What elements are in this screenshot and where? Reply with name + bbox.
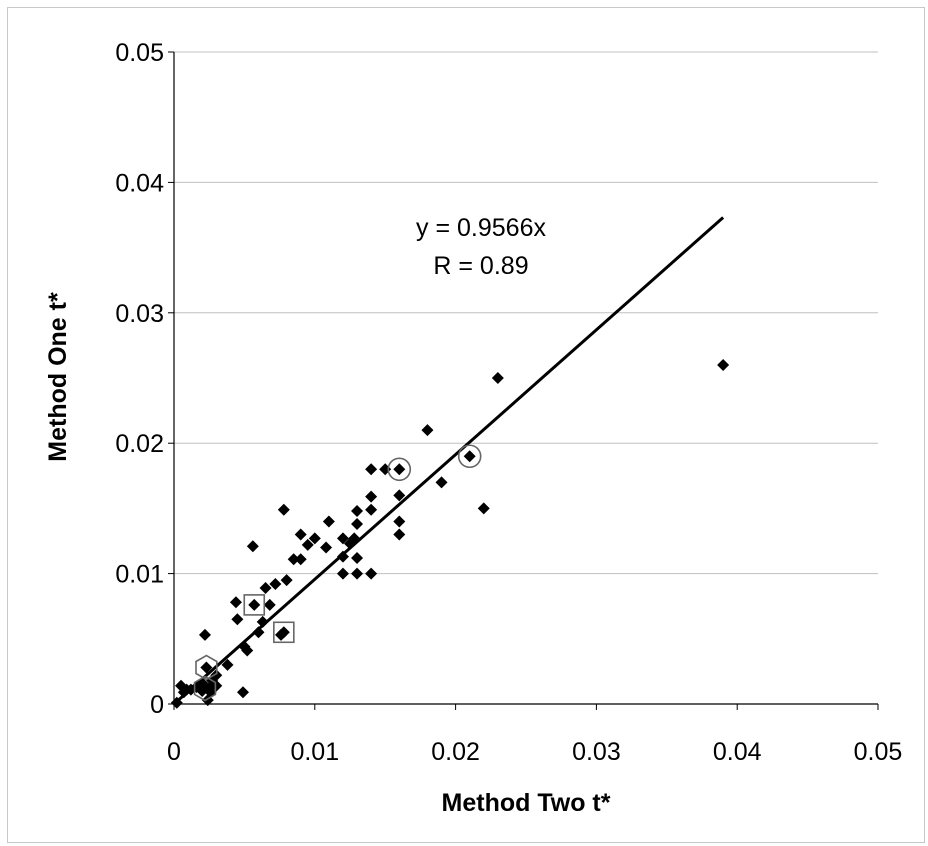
data-point: [210, 679, 223, 692]
data-point: [393, 515, 406, 528]
data-point: [241, 644, 254, 657]
x-axis-title: Method Two t*: [442, 789, 611, 817]
data-point: [170, 696, 183, 709]
axes: [168, 51, 879, 710]
data-point: [259, 581, 272, 594]
data-point: [256, 615, 269, 628]
data-point: [263, 598, 276, 611]
tick-labels: 0 0.01 0.02 0.03 0.04 0.05 0 0.01 0.02 0.03 0.04 0.…: [115, 39, 902, 766]
data-point: [200, 661, 213, 674]
data-point: [351, 567, 364, 580]
data-point: [365, 503, 378, 516]
data-point: [491, 372, 504, 384]
x-tick-label: 0.05: [854, 738, 903, 766]
data-point: [365, 490, 378, 503]
highlight-hexagon: [195, 654, 218, 681]
data-point: [393, 489, 406, 502]
data-point: [463, 450, 476, 463]
y-tick-label: 0.03: [115, 300, 164, 328]
data-point: [277, 503, 290, 516]
data-point: [198, 628, 211, 641]
data-point: [435, 476, 448, 489]
highlight-hexagon: [193, 675, 217, 702]
data-point: [277, 626, 290, 639]
data-point: [336, 532, 349, 545]
data-point: [221, 658, 234, 671]
data-point: [320, 541, 333, 554]
data-point: [308, 532, 321, 545]
data-point: [351, 505, 364, 518]
y-axis-title: Method One t*: [44, 292, 72, 462]
data-point: [269, 578, 282, 591]
data-point: [365, 567, 378, 580]
data-point: [236, 686, 249, 699]
data-point: [280, 574, 293, 587]
data-point: [393, 528, 406, 541]
x-tick-label: 0.01: [290, 738, 339, 766]
highlight-square: [273, 621, 295, 644]
y-tick-label: 0.04: [115, 169, 164, 197]
data-point: [336, 567, 349, 580]
data-point: [294, 553, 307, 566]
data-point: [348, 532, 361, 545]
highlight-markers: [193, 444, 482, 702]
data-point: [351, 518, 364, 531]
chart-frame: [7, 7, 925, 843]
highlight-circle: [457, 444, 482, 469]
data-point: [210, 669, 223, 682]
highlight-square: [243, 594, 266, 616]
data-point: [294, 528, 307, 541]
data-point: [252, 626, 265, 639]
highlight-circle: [387, 457, 412, 482]
data-point: [287, 553, 300, 566]
data-point: [477, 502, 490, 515]
data-point: [336, 550, 349, 563]
data-point: [351, 551, 364, 564]
data-points: [170, 358, 730, 709]
fit-r-label: R = 0.89: [433, 252, 528, 280]
data-point: [421, 424, 434, 437]
data-point: [301, 538, 314, 551]
data-point: [229, 596, 242, 609]
y-tick-label: 0.05: [115, 39, 164, 67]
data-point: [246, 540, 259, 553]
data-point: [322, 515, 335, 528]
fit-equation-label: y = 0.9566x: [416, 214, 546, 242]
data-point: [717, 358, 730, 371]
x-tick-label: 0: [167, 738, 181, 766]
y-tick-label: 0.02: [115, 430, 164, 458]
y-tick-label: 0.01: [115, 561, 164, 589]
x-tick-label: 0.04: [713, 738, 762, 766]
x-tick-label: 0.02: [431, 738, 480, 766]
gridlines: [174, 51, 878, 575]
data-point: [231, 613, 244, 626]
x-tick-label: 0.03: [572, 738, 621, 766]
data-point: [365, 463, 378, 476]
y-tick-label: 0: [150, 691, 164, 719]
data-point: [248, 598, 261, 611]
data-point: [393, 463, 406, 476]
